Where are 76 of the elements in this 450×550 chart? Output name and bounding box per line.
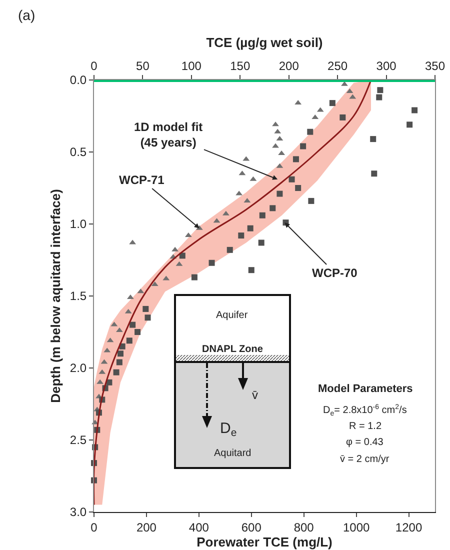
point (288, 176, 295, 182)
x-tick-label: 1000 (342, 520, 370, 534)
x2-tick-label: 100 (181, 59, 202, 74)
point (406, 122, 413, 128)
y-tick-label: 3.0 (70, 505, 87, 520)
x-tick-label: 400 (188, 520, 210, 534)
x2-tick-label: 350 (424, 59, 446, 74)
annotation: Aquitard (214, 448, 252, 459)
point (276, 190, 283, 197)
annotation: v̄ (252, 388, 258, 402)
annotation: v̄ = 2 cm/yr (340, 454, 390, 465)
point (300, 143, 306, 150)
x2-tick-label: 50 (136, 59, 150, 74)
y-tick-label: 1.5 (70, 289, 87, 304)
point (341, 81, 348, 86)
y-tick-label: 0.0 (70, 73, 87, 88)
annotation: DNAPL Zone (202, 344, 264, 355)
text: (a) (18, 7, 36, 23)
y-axis-title: Depth (m below aquitard interface) (48, 189, 63, 403)
annotation: WCP-70 (312, 266, 358, 280)
annotation: Model Parameters (318, 383, 413, 395)
point (191, 274, 198, 280)
point (130, 322, 136, 328)
x-tick-label: 1200 (395, 520, 422, 534)
annotation: WCP-71 (119, 173, 165, 187)
point (117, 350, 124, 357)
point (295, 185, 302, 191)
point (272, 122, 279, 126)
point (134, 329, 141, 335)
x2-tick-label: 300 (376, 59, 397, 74)
annotation: Aquifer (216, 310, 248, 321)
point (376, 94, 382, 100)
point (371, 170, 378, 177)
point (247, 225, 254, 232)
x2-tick-label: 0 (90, 59, 98, 74)
point (127, 294, 134, 299)
point (144, 314, 151, 321)
x2-tick-label: 150 (230, 59, 250, 74)
y-tick-label: 1.0 (70, 217, 87, 232)
annotation: R = 1.2 (349, 421, 382, 432)
x2-tick-label: 250 (328, 59, 348, 74)
point (116, 359, 122, 366)
point (96, 379, 104, 384)
point (258, 240, 264, 246)
point (307, 128, 314, 135)
annotation: D$_{e}$ (220, 420, 237, 440)
x-tick-label: 800 (294, 520, 314, 534)
point (329, 100, 336, 106)
point (370, 136, 376, 142)
point (259, 212, 266, 218)
point (208, 260, 215, 266)
point (292, 156, 299, 162)
point (248, 267, 254, 274)
point (270, 205, 276, 212)
x-axis-title: Porewater TCE (mg/L) (196, 534, 332, 550)
y-tick-label: 2.0 (70, 361, 87, 376)
annotation: 1D model fit (45 years) (134, 120, 203, 150)
point (308, 198, 314, 204)
point (412, 107, 418, 114)
y-tick-label: 0.5 (70, 145, 87, 160)
point (142, 306, 149, 312)
x-tick-label: 600 (241, 520, 262, 534)
annotation: D$_{e}$= 2.8x10$^{-6}$ cm$^{2}$/s (323, 404, 407, 418)
point (272, 143, 279, 148)
point (113, 369, 120, 376)
x2-tick-label: 200 (278, 59, 300, 74)
point (340, 114, 346, 120)
y-tick-label: 2.5 (70, 433, 87, 448)
point (226, 246, 233, 253)
annotation: φ = 0.43 (346, 437, 384, 448)
point (238, 232, 244, 239)
x2-axis-title: TCE (µg/g wet soil) (206, 35, 323, 50)
x-tick-label: 200 (136, 520, 157, 534)
point (126, 338, 132, 344)
x-tick-label: 0 (90, 520, 98, 534)
point (377, 87, 384, 94)
